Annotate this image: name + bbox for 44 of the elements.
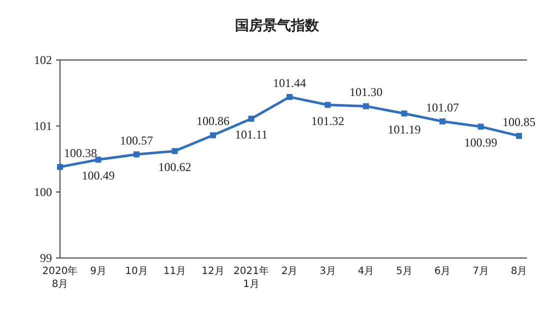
point [172,148,178,154]
x-tick-label: 4月 [358,266,374,277]
point [516,132,522,139]
point [248,116,254,122]
text: 101.19 [388,122,421,136]
text: 100.49 [82,168,115,183]
text: 101.07 [426,100,459,114]
text: 100.86 [196,114,230,128]
y-tick-label: 101 [34,119,52,133]
text: 101.30 [350,85,382,100]
point [324,102,331,108]
point [134,151,140,158]
y-tick-label: 102 [34,53,52,67]
text: 100.38 [64,146,97,160]
x-tick-label: 5月 [396,266,412,277]
text: 100.62 [158,160,192,174]
x-tick-label: 6月 [434,266,451,277]
text: 100.85 [502,114,536,129]
x-tick-label: 11月 [163,266,186,277]
point [286,94,292,100]
point [363,103,369,110]
text: 101.11 [234,128,268,142]
text: 100.57 [120,133,153,148]
x-tick-label: 3月 [320,266,336,277]
x-tick-label: 9月 [90,266,106,277]
point [478,124,484,130]
text: 101.32 [311,114,344,128]
x-tick-label: 8月 [510,266,528,277]
chart-title: 国房景气指数 [235,17,320,34]
x-tick-label: 12月 [202,266,224,277]
x-tick-label: 2月 [281,266,298,277]
text: 101.44 [273,76,306,90]
x-tick-label: 2021年 1月 [234,265,269,290]
x-tick-label: 10月 [125,266,148,277]
point [95,156,102,163]
y-tick-label: 100 [34,185,52,199]
point [210,132,216,138]
point [401,110,408,116]
y-tick-label: 99 [40,251,52,265]
point [440,118,446,124]
text: 100.99 [464,136,498,150]
point [57,164,63,170]
x-tick-label: 2020年 8月 [42,265,78,290]
x-tick-label: 7月 [472,266,489,277]
